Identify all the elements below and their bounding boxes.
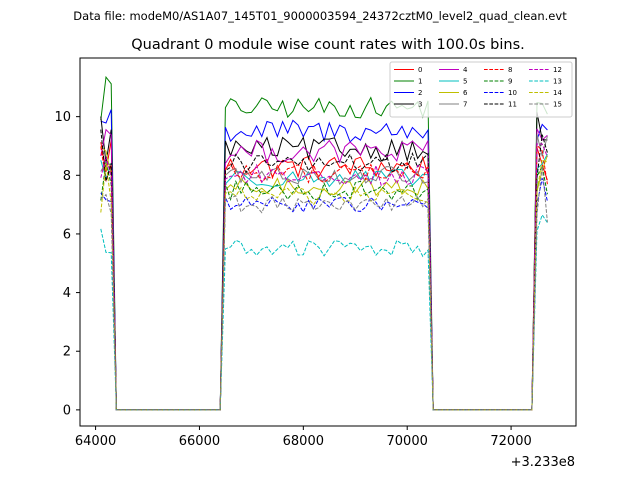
legend-label: 4 xyxy=(463,66,468,74)
series-line-14 xyxy=(100,158,548,411)
legend-label: 9 xyxy=(508,78,512,86)
legend-label: 15 xyxy=(553,101,562,109)
x-tick-label: 64000 xyxy=(75,434,116,449)
legend-label: 7 xyxy=(463,101,467,109)
series-line-13 xyxy=(100,213,548,411)
legend-label: 13 xyxy=(553,78,562,86)
series-line-3 xyxy=(100,112,548,411)
series-line-1 xyxy=(100,75,548,411)
y-tick-label: 4 xyxy=(63,286,71,301)
legend-label: 12 xyxy=(553,66,562,74)
legend-label: 3 xyxy=(418,101,422,109)
y-tick-label: 0 xyxy=(63,403,71,418)
x-offset-label: +3.233e8 xyxy=(511,455,575,470)
chart-title: Quadrant 0 module wise count rates with … xyxy=(131,37,525,53)
legend-label: 8 xyxy=(508,66,512,74)
series-line-8 xyxy=(100,143,548,411)
series-line-6 xyxy=(100,146,548,411)
plot-frame xyxy=(79,57,577,427)
y-tick-label: 10 xyxy=(54,110,71,125)
legend-label: 10 xyxy=(508,89,517,97)
series-line-5 xyxy=(100,153,548,411)
series-line-15 xyxy=(100,165,548,411)
series-line-2 xyxy=(100,109,548,411)
x-tick-label: 68000 xyxy=(283,434,324,449)
y-tick-label: 6 xyxy=(63,227,71,242)
legend-label: 1 xyxy=(418,78,422,86)
legend-label: 14 xyxy=(553,89,562,97)
series-line-10 xyxy=(100,178,548,411)
y-tick-label: 2 xyxy=(63,345,71,360)
y-tick-label: 8 xyxy=(63,169,71,184)
series-line-11 xyxy=(100,129,548,411)
legend-box xyxy=(389,61,573,118)
series-line-9 xyxy=(100,162,548,411)
suptitle: Data file: modeM0/AS1A07_145T01_90000035… xyxy=(73,9,567,23)
x-tick-label: 72000 xyxy=(490,434,531,449)
x-axis: 64000 66000 68000 70000 72000 xyxy=(75,426,532,449)
legend-label: 11 xyxy=(508,101,517,109)
series-layer xyxy=(100,75,548,411)
y-axis: 0 2 4 6 8 10 xyxy=(54,110,80,418)
x-tick-label: 66000 xyxy=(179,434,220,449)
legend-label: 6 xyxy=(463,89,468,97)
series-line-4 xyxy=(100,128,548,411)
legend-label: 2 xyxy=(418,89,422,97)
legend-label: 5 xyxy=(463,78,467,86)
series-line-7 xyxy=(100,134,548,411)
x-tick-label: 70000 xyxy=(387,434,428,449)
legend-label: 0 xyxy=(418,66,422,74)
